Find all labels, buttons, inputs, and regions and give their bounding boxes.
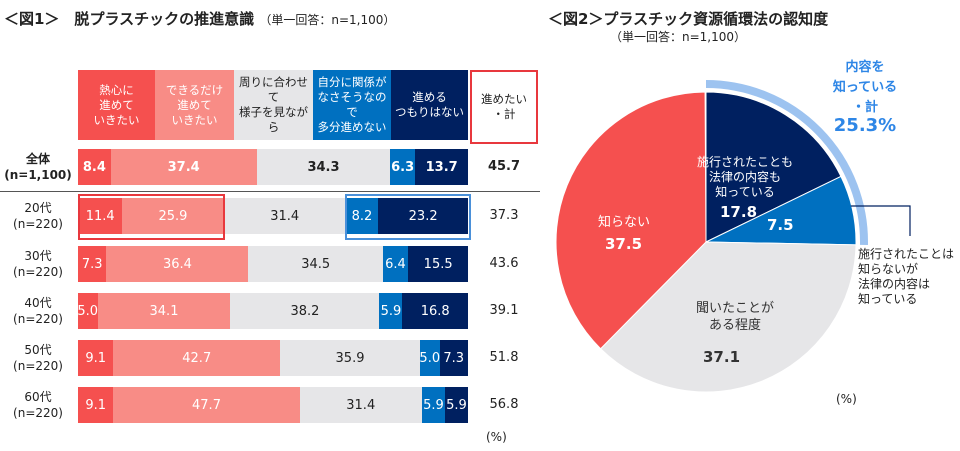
highlight-arc xyxy=(705,80,868,246)
bar-segment: 13.7 xyxy=(414,149,469,185)
highlight-label: 内容を 知っている ・計 xyxy=(832,60,898,115)
total-value: 56.8 xyxy=(489,397,519,412)
bar-segment: 38.2 xyxy=(230,293,380,329)
legend-1: できるだけ 進めて いきたい xyxy=(155,70,234,140)
bar-segment: 5.0 xyxy=(419,340,440,376)
pie-unit: (%) xyxy=(836,392,857,406)
bar-segment: 6.3 xyxy=(390,149,415,185)
chart2-subtitle: （単一回答：n=1,100） xyxy=(610,30,747,44)
slice-label-0: 施行されたことも 法律の内容も 知っている xyxy=(696,155,793,199)
bar-segment: 15.5 xyxy=(407,246,469,282)
bar-segment: 6.4 xyxy=(382,246,408,282)
highlight-box-red xyxy=(78,194,225,240)
chart1-title: ＜図1＞ 脱プラスチックの推進意識 （単一回答：n=1,100） xyxy=(4,10,396,28)
bar-segment: 7.3 xyxy=(439,340,468,376)
total-value: 43.6 xyxy=(489,256,519,271)
total-value: 37.3 xyxy=(489,208,519,223)
bar-segment: 37.4 xyxy=(110,149,257,185)
slice-label-3: 知らない xyxy=(598,215,651,230)
bar-segment: 34.3 xyxy=(256,149,391,185)
bar-segment: 25.9 xyxy=(122,198,224,234)
slice-label-2: 聞いたことが ある程度 xyxy=(695,301,774,333)
row-label: 50代 (n=220) xyxy=(13,343,63,373)
slice-value-3: 37.5 xyxy=(605,235,643,253)
legend-0: 熱心に 進めて いきたい xyxy=(78,70,155,140)
pie-slice xyxy=(599,241,857,393)
slice-value-0: 17.8 xyxy=(720,203,758,221)
bar-unit: (%) xyxy=(486,430,507,444)
slice-label-1: 施行されたことは 知らないが 法律の内容は 知っている xyxy=(858,247,955,306)
bar-segment: 5.9 xyxy=(444,387,468,423)
row-label: 30代 (n=220) xyxy=(13,249,63,279)
bar-segment: 34.5 xyxy=(248,246,383,282)
bar-segment: 5.9 xyxy=(421,387,445,423)
pie-slice xyxy=(555,91,707,350)
legend-2: 周りに合わせて 様子を見ながら xyxy=(234,70,313,140)
total-value: 39.1 xyxy=(489,303,519,318)
bar-segment: 34.1 xyxy=(97,293,231,329)
legend-total: 進めたい ・計 xyxy=(470,70,538,144)
slice-value-2: 37.1 xyxy=(703,348,741,366)
pie-chart xyxy=(555,80,911,393)
bar-segment: 5.9 xyxy=(379,293,403,329)
bar-segment: 9.1 xyxy=(78,340,114,376)
legend-3: 自分に関係が なさそうなので 多分進めない xyxy=(313,70,391,140)
bar-segment: 23.2 xyxy=(377,198,469,234)
bar-segment: 8.4 xyxy=(78,149,111,185)
divider xyxy=(0,191,540,192)
highlight-box-blue xyxy=(345,194,471,240)
slice-value-1: 7.5 xyxy=(767,216,794,234)
row-label: 40代 (n=220) xyxy=(13,296,63,326)
bar-segment: 42.7 xyxy=(113,340,280,376)
bar-segment: 31.4 xyxy=(299,387,422,423)
total-value: 51.8 xyxy=(489,350,519,365)
chart2-title: ＜図2＞プラスチック資源循環法の認知度 xyxy=(548,10,829,28)
bar-segment: 47.7 xyxy=(113,387,300,423)
pie-slice xyxy=(705,91,842,243)
total-value: 45.7 xyxy=(487,159,521,174)
bar-segment: 35.9 xyxy=(280,340,421,376)
bar-segment: 9.1 xyxy=(78,387,114,423)
bar-segment: 5.0 xyxy=(77,293,98,329)
highlight-value: 25.3% xyxy=(833,115,897,136)
row-label: 20代 (n=220) xyxy=(13,201,63,231)
row-label: 60代 (n=220) xyxy=(13,390,63,420)
legend-4: 進める つもりはない xyxy=(391,70,468,140)
leader-line xyxy=(851,205,911,236)
bar-segment: 36.4 xyxy=(106,246,249,282)
chart1-subtitle: （単一回答：n=1,100） xyxy=(259,13,396,27)
bar-segment: 7.3 xyxy=(78,246,107,282)
bar-segment: 8.2 xyxy=(345,198,378,234)
row-label: 全体 (n=1,100) xyxy=(4,152,72,182)
bar-segment: 11.4 xyxy=(78,198,123,234)
bar-segment: 31.4 xyxy=(223,198,346,234)
bar-segment: 16.8 xyxy=(402,293,468,329)
